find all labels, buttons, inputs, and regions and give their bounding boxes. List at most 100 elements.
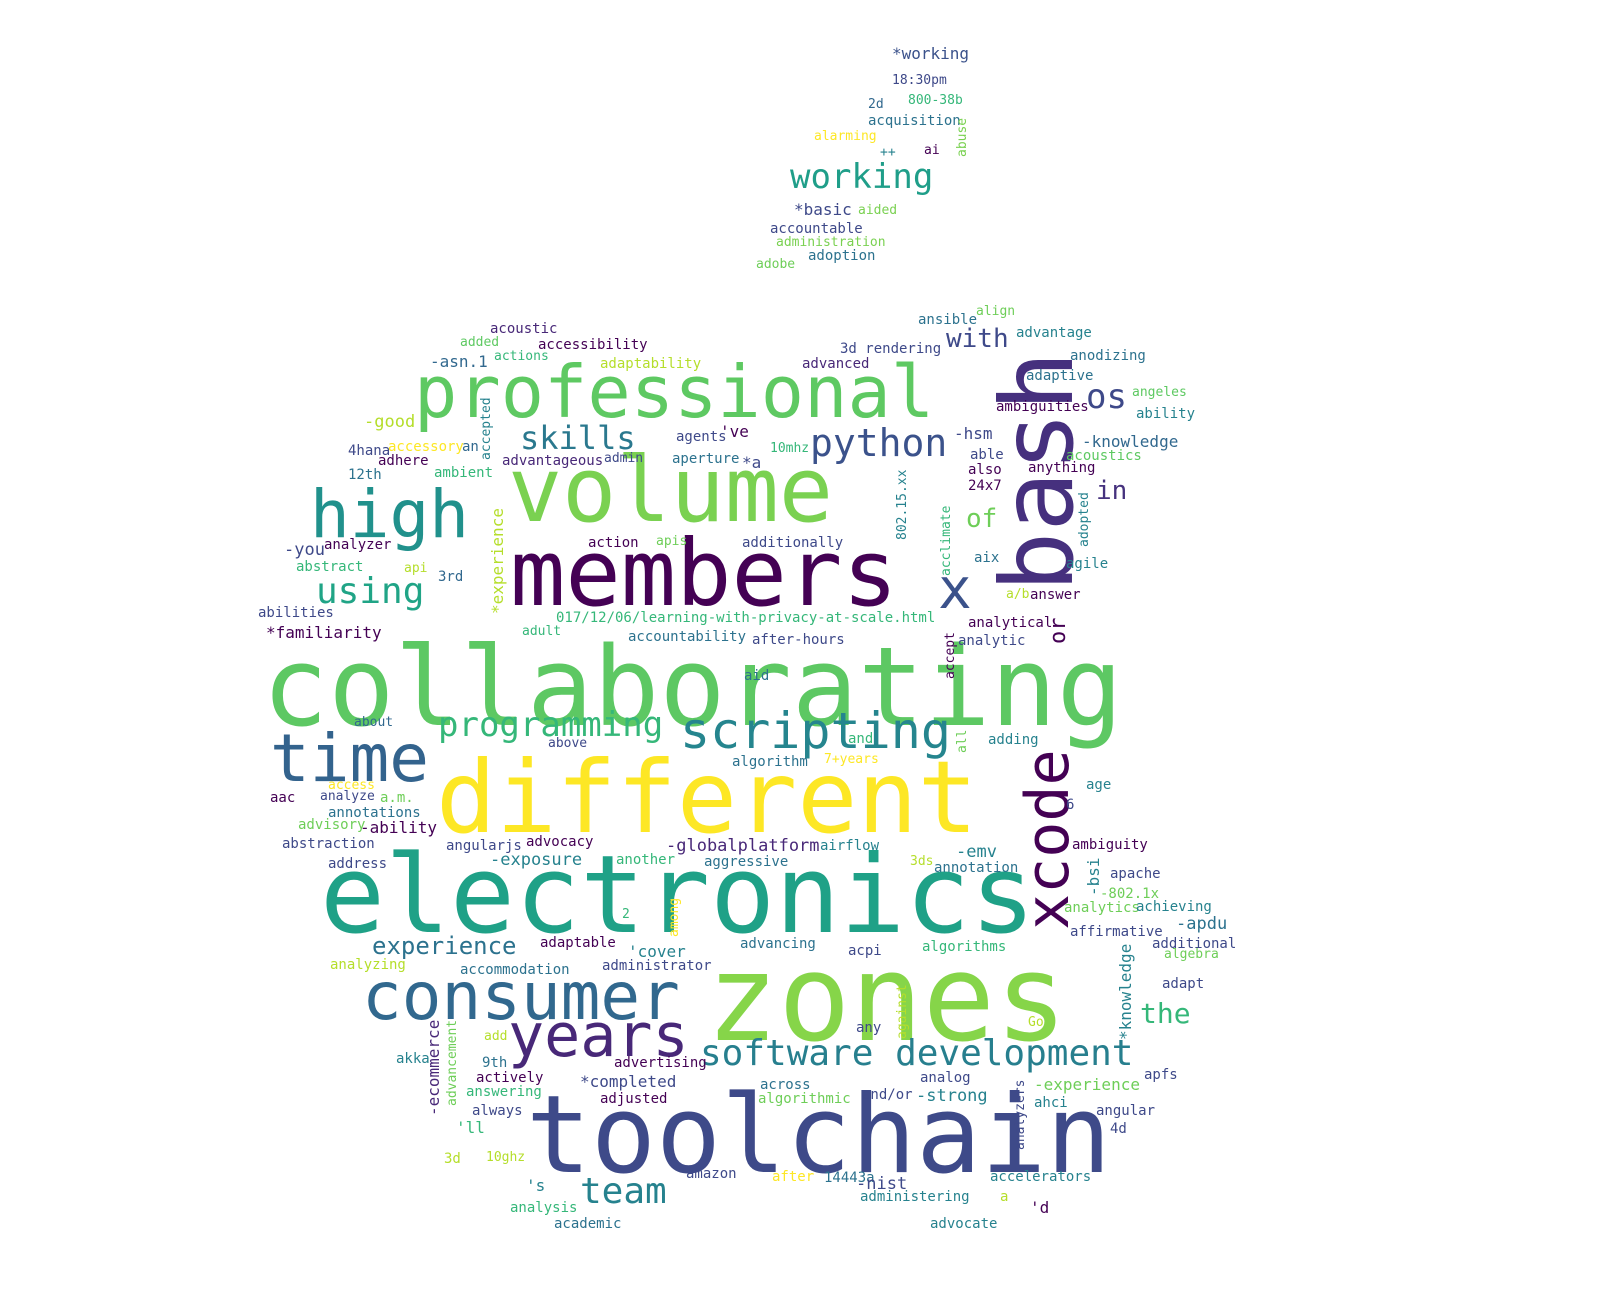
word-amazon: amazon <box>686 1166 737 1182</box>
word-electronics: electronics <box>320 833 1036 958</box>
word-18-30pm: 18:30pm <box>892 73 947 88</box>
word-an: an <box>462 439 479 455</box>
word-algorithmic: algorithmic <box>758 1091 851 1107</box>
word-administration: administration <box>776 235 886 250</box>
word-ecommerce: -ecommerce <box>424 1019 443 1116</box>
word-also: also <box>968 462 1002 478</box>
word-scripting: scripting <box>680 702 951 760</box>
word-ahci: ahci <box>1034 1095 1068 1111</box>
word-and-or: and/or <box>862 1087 913 1103</box>
word-800-38b: 800-38b <box>908 93 963 108</box>
word-adding: adding <box>988 732 1039 748</box>
word-accommodation: accommodation <box>460 962 570 978</box>
word-apache: apache <box>1110 866 1161 882</box>
word-different: different <box>436 739 978 856</box>
word-advocacy: advocacy <box>526 834 594 850</box>
word-anodizing: anodizing <box>1070 348 1146 364</box>
word-analog: analog <box>920 1070 971 1086</box>
word-all: all <box>955 729 970 754</box>
word-adhere: adhere <box>378 453 429 469</box>
word-a: a <box>1000 1189 1009 1205</box>
word-analyze: analyze <box>320 789 375 804</box>
word-ability: ability <box>1136 406 1196 422</box>
word-zones: zones <box>706 930 1068 1069</box>
word-experience: *experience <box>488 507 507 614</box>
word-6: 6 <box>1066 797 1075 813</box>
word-symbol: ++ <box>880 145 896 160</box>
word-familiarity: *familiarity <box>266 623 382 642</box>
word-academic: academic <box>554 1216 622 1232</box>
word-annotations: annotations <box>328 805 421 821</box>
word-able: able <box>970 447 1004 463</box>
word-professional: professional <box>414 350 935 434</box>
word-cover: 'cover <box>628 942 686 961</box>
word-basic: *basic <box>794 200 852 219</box>
word-3rd: 3rd <box>438 569 464 585</box>
word-across: across <box>760 1077 811 1093</box>
word-about: about <box>354 715 394 730</box>
word-accessory: accessory <box>388 439 464 455</box>
word-go: Go <box>1028 1015 1044 1030</box>
word-add: add <box>484 1029 508 1044</box>
word-x: x <box>938 557 972 622</box>
word-align: align <box>976 304 1016 319</box>
word-toolchain: toolchain <box>526 1073 1112 1198</box>
word-accountable: accountable <box>770 221 863 237</box>
word-and: and <box>848 731 874 747</box>
word-after-hours: after-hours <box>752 632 845 648</box>
word-4d: 4d <box>1110 1121 1127 1137</box>
word-017-12-06-learning-with-privacy-at-scale-html: 017/12/06/learning-with-privacy-at-scale… <box>556 610 936 626</box>
word-acpi: acpi <box>848 943 882 959</box>
word-airflow: airflow <box>820 838 880 854</box>
word-adopted: adopted <box>1077 491 1092 547</box>
word-advancing: advancing <box>740 936 816 952</box>
word-acquisition: acquisition <box>868 113 961 129</box>
word-members: members <box>510 520 898 627</box>
word-adaptable: adaptable <box>540 935 616 951</box>
word-time: time <box>270 720 429 797</box>
word-d: 'd <box>1030 1198 1050 1217</box>
word-additionally: additionally <box>742 535 844 551</box>
word-team: team <box>580 1171 667 1212</box>
word-advanced: advanced <box>802 356 870 372</box>
word-apfs: apfs <box>1144 1067 1178 1083</box>
word-annotation: annotation <box>934 860 1019 876</box>
word-adobe: adobe <box>756 257 796 272</box>
word-affirmative: affirmative <box>1070 924 1163 940</box>
word-additional: additional <box>1152 936 1237 952</box>
word-above: above <box>548 736 588 751</box>
word-access: access <box>328 778 375 793</box>
word-10ghz: 10ghz <box>486 1150 526 1165</box>
word-knowledge: -knowledge <box>1082 432 1179 451</box>
word-aac: aac <box>270 790 296 806</box>
word-2: 2 <box>622 907 630 922</box>
word-advantageous: advantageous <box>502 453 604 469</box>
word-action: action <box>588 535 639 551</box>
word-actively: actively <box>476 1070 544 1086</box>
word-alarming: alarming <box>814 129 877 144</box>
word-os: os <box>1086 377 1127 417</box>
word-admin: admin <box>604 451 644 466</box>
word-abstraction: abstraction <box>282 836 375 852</box>
word-ability: -ability <box>360 818 438 837</box>
word-agents: agents <box>676 429 727 445</box>
word-apdu: -apdu <box>1176 914 1228 934</box>
word-analyzing: analyzing <box>330 957 406 973</box>
word-accept: accept <box>943 631 958 679</box>
word-working: *working <box>892 44 970 63</box>
word-actions: actions <box>494 349 549 364</box>
word-among: among <box>667 897 682 937</box>
word-14443a: 14443a <box>824 1170 875 1186</box>
word-adjusted: adjusted <box>600 1091 668 1107</box>
word-ambiguities: ambiguities <box>996 399 1089 415</box>
word-you: -you <box>284 540 325 560</box>
word-consumer: consumer <box>362 958 680 1035</box>
word-adapt: adapt <box>1162 976 1205 992</box>
word-7-years: 7+years <box>824 752 879 767</box>
word-high: high <box>310 476 469 553</box>
word-advancement: advancement <box>445 1019 460 1106</box>
word-a-m: a.m. <box>380 790 414 806</box>
word-aided: aided <box>858 203 898 218</box>
word-knowledge: *knowledge <box>1116 943 1135 1040</box>
